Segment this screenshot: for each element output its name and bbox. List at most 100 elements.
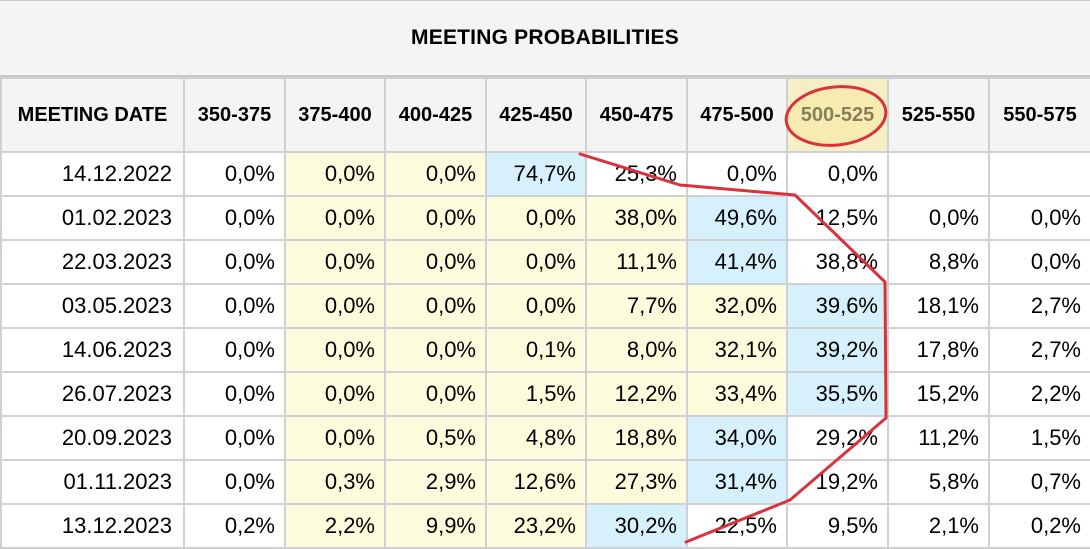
header-525-550: 525-550 [887,77,990,153]
table-body: 14.12.2022 0,0% 0,0% 0,0% 74,7% 25,3% 0,0% 0,0%… [0,151,1090,549]
header-row: MEETING DATE 350-375 375-400 400-425 425… [0,77,1090,153]
probability-cell-350-375: 0,0% [183,195,286,241]
probability-cell-375-400: 0,0% [284,195,386,241]
table-row: 14.06.2023 0,0% 0,0% 0,0% 0,1% 8,0% 32,1% 39,2%… [0,327,1090,373]
probability-cell-475-500: 41,4% [686,239,788,285]
table-row: 22.03.2023 0,0% 0,0% 0,0% 0,0% 11,1% 41,4% 38,8… [0,239,1090,285]
table-row: 14.12.2022 0,0% 0,0% 0,0% 74,7% 25,3% 0,0% 0,0% [0,151,1090,197]
probability-cell-375-400: 0,0% [284,371,386,417]
probability-cell-375-400: 0,0% [284,151,386,197]
probability-cell-550-575: 1,5% [988,415,1090,461]
probability-cell-525-550: 15,2% [887,371,990,417]
probability-cell-375-400: 0,0% [284,283,386,329]
probability-cell-375-400: 0,0% [284,415,386,461]
probability-cell-475-500: 32,1% [686,327,788,373]
probability-cell-375-400: 0,0% [284,239,386,285]
probability-cell-375-400: 0,3% [284,459,386,505]
probability-cell-450-475: 27,3% [585,459,688,505]
table-title: MEETING PROBABILITIES [0,0,1090,77]
probability-cell-475-500: 34,0% [686,415,788,461]
probability-cell-425-450: 0,0% [485,195,587,241]
probability-cell-350-375: 0,2% [183,503,286,549]
meeting-probabilities-table: MEETING DATE 350-375 375-400 400-425 425… [0,77,1090,549]
meeting-date-cell: 01.11.2023 [0,459,185,505]
header-375-400: 375-400 [284,77,386,153]
probability-cell-525-550: 17,8% [887,327,990,373]
probability-cell-450-475: 25,3% [585,151,688,197]
probability-cell-525-550: 2,1% [887,503,990,549]
meeting-date-cell: 22.03.2023 [0,239,185,285]
probability-cell-425-450: 74,7% [485,151,587,197]
probability-cell-450-475: 12,2% [585,371,688,417]
probability-cell-425-450: 1,5% [485,371,587,417]
probability-cell-550-575 [988,151,1090,197]
probability-cell-525-550 [887,151,990,197]
header-425-450: 425-450 [485,77,587,153]
probability-cell-450-475: 7,7% [585,283,688,329]
probability-cell-475-500: 32,0% [686,283,788,329]
probability-cell-550-575: 0,0% [988,195,1090,241]
table-row: 26.07.2023 0,0% 0,0% 0,0% 1,5% 12,2% 33,4% 35,5… [0,371,1090,417]
probability-cell-450-475: 8,0% [585,327,688,373]
probability-cell-350-375: 0,0% [183,371,286,417]
probability-cell-400-425: 0,0% [384,239,487,285]
probability-cell-475-500: 0,0% [686,151,788,197]
table-row: 01.11.2023 0,0% 0,3% 2,9% 12,6% 27,3% 31,4% 19,… [0,459,1090,505]
table-row: 01.02.2023 0,0% 0,0% 0,0% 0,0% 38,0% 49,6% 12,5… [0,195,1090,241]
probability-cell-525-550: 0,0% [887,195,990,241]
probability-cell-500-525: 19,2% [786,459,889,505]
probability-cell-550-575: 2,7% [988,327,1090,373]
probability-cell-475-500: 33,4% [686,371,788,417]
probability-cell-400-425: 0,5% [384,415,487,461]
probability-cell-350-375: 0,0% [183,283,286,329]
probability-cell-550-575: 0,2% [988,503,1090,549]
probability-cell-500-525: 12,5% [786,195,889,241]
meeting-date-cell: 01.02.2023 [0,195,185,241]
probability-cell-500-525: 38,8% [786,239,889,285]
meeting-date-cell: 14.12.2022 [0,151,185,197]
header-475-500: 475-500 [686,77,788,153]
probability-cell-525-550: 8,8% [887,239,990,285]
header-450-475: 450-475 [585,77,688,153]
probability-cell-500-525: 35,5% [786,371,889,417]
table-row: 20.09.2023 0,0% 0,0% 0,5% 4,8% 18,8% 34,0% 29,2… [0,415,1090,461]
probability-cell-450-475: 38,0% [585,195,688,241]
meeting-date-cell: 03.05.2023 [0,283,185,329]
probability-cell-550-575: 2,7% [988,283,1090,329]
table-row: 13.12.2023 0,2% 2,2% 9,9% 23,2% 30,2% 22,5% 9,5… [0,503,1090,549]
header-350-375: 350-375 [183,77,286,153]
probability-cell-400-425: 0,0% [384,151,487,197]
header-meeting-date: MEETING DATE [0,77,185,153]
probability-cell-425-450: 0,1% [485,327,587,373]
probability-cell-375-400: 0,0% [284,327,386,373]
probability-cell-425-450: 0,0% [485,283,587,329]
probability-cell-400-425: 0,0% [384,283,487,329]
probability-cell-500-525: 39,6% [786,283,889,329]
probability-cell-400-425: 9,9% [384,503,487,549]
probability-cell-350-375: 0,0% [183,151,286,197]
probability-cell-500-525: 29,2% [786,415,889,461]
probability-cell-525-550: 11,2% [887,415,990,461]
probability-cell-375-400: 2,2% [284,503,386,549]
probability-cell-350-375: 0,0% [183,459,286,505]
header-550-575: 550-575 [988,77,1090,153]
probability-cell-475-500: 22,5% [686,503,788,549]
header-400-425: 400-425 [384,77,487,153]
probability-cell-350-375: 0,0% [183,239,286,285]
probability-cell-450-475: 18,8% [585,415,688,461]
probability-cell-550-575: 0,7% [988,459,1090,505]
meeting-date-cell: 20.09.2023 [0,415,185,461]
probability-cell-450-475: 30,2% [585,503,688,549]
probability-cell-475-500: 31,4% [686,459,788,505]
probability-cell-500-525: 39,2% [786,327,889,373]
probability-cell-525-550: 18,1% [887,283,990,329]
probability-cell-550-575: 0,0% [988,239,1090,285]
probability-cell-500-525: 9,5% [786,503,889,549]
probability-cell-350-375: 0,0% [183,415,286,461]
meeting-date-cell: 14.06.2023 [0,327,185,373]
meeting-date-cell: 26.07.2023 [0,371,185,417]
meeting-date-cell: 13.12.2023 [0,503,185,549]
probability-cell-400-425: 0,0% [384,195,487,241]
probability-cell-425-450: 12,6% [485,459,587,505]
